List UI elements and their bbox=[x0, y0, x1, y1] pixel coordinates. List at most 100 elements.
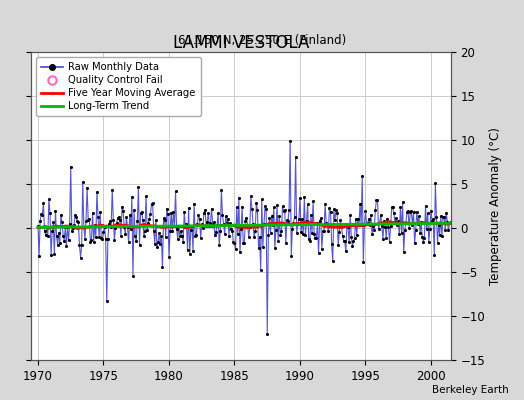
Point bbox=[358, 173, 366, 180]
Point bbox=[363, 221, 371, 227]
Point bbox=[205, 223, 214, 230]
Point bbox=[387, 204, 396, 210]
Point bbox=[238, 204, 246, 210]
Point bbox=[389, 204, 397, 211]
Point bbox=[135, 242, 144, 248]
Point bbox=[116, 217, 124, 224]
Point bbox=[95, 234, 103, 240]
Point bbox=[105, 221, 113, 228]
Point bbox=[54, 230, 63, 236]
Point bbox=[308, 230, 316, 236]
Point bbox=[393, 222, 401, 228]
Point bbox=[146, 211, 155, 218]
Point bbox=[276, 232, 285, 238]
Title: LAMMI VESTOLA: LAMMI VESTOLA bbox=[173, 34, 309, 52]
Text: Berkeley Earth: Berkeley Earth bbox=[432, 385, 508, 395]
Point bbox=[304, 236, 313, 242]
Point bbox=[157, 233, 166, 239]
Point bbox=[406, 209, 414, 215]
Point bbox=[421, 202, 430, 209]
Point bbox=[415, 213, 423, 220]
Point bbox=[264, 231, 272, 238]
Point bbox=[419, 238, 428, 245]
Point bbox=[111, 225, 119, 231]
Point bbox=[288, 226, 297, 232]
Point bbox=[174, 222, 183, 229]
Point bbox=[160, 217, 169, 223]
Point bbox=[108, 187, 116, 193]
Point bbox=[360, 222, 368, 228]
Point bbox=[247, 193, 255, 200]
Point bbox=[71, 212, 79, 218]
Point bbox=[185, 251, 194, 258]
Point bbox=[294, 216, 303, 222]
Point bbox=[286, 138, 294, 144]
Point bbox=[90, 239, 98, 246]
Point bbox=[280, 207, 289, 213]
Point bbox=[251, 228, 259, 234]
Point bbox=[369, 222, 377, 229]
Point bbox=[329, 258, 337, 265]
Point bbox=[216, 227, 224, 234]
Point bbox=[165, 253, 173, 260]
Point bbox=[222, 213, 230, 219]
Point bbox=[46, 210, 54, 216]
Point bbox=[256, 267, 265, 273]
Point bbox=[318, 245, 326, 252]
Point bbox=[347, 234, 355, 240]
Point bbox=[409, 209, 418, 215]
Point bbox=[172, 226, 181, 232]
Point bbox=[202, 223, 210, 229]
Point bbox=[425, 225, 434, 232]
Point bbox=[335, 229, 343, 235]
Point bbox=[302, 218, 311, 224]
Point bbox=[204, 210, 212, 216]
Point bbox=[239, 240, 247, 247]
Point bbox=[420, 234, 429, 241]
Point bbox=[326, 209, 335, 215]
Point bbox=[188, 223, 196, 229]
Point bbox=[368, 231, 376, 238]
Point bbox=[405, 225, 413, 232]
Point bbox=[35, 253, 43, 259]
Point bbox=[236, 249, 244, 255]
Point bbox=[169, 209, 178, 215]
Point bbox=[94, 214, 102, 220]
Point bbox=[68, 228, 76, 234]
Point bbox=[402, 220, 410, 226]
Point bbox=[372, 197, 380, 204]
Point bbox=[168, 228, 177, 234]
Point bbox=[92, 234, 100, 240]
Point bbox=[83, 184, 91, 191]
Point bbox=[39, 200, 48, 206]
Text: 61.150 N, 25.250 E (Finland): 61.150 N, 25.250 E (Finland) bbox=[178, 34, 346, 47]
Point bbox=[314, 250, 323, 256]
Point bbox=[57, 212, 65, 218]
Point bbox=[246, 224, 254, 230]
Point bbox=[155, 230, 163, 237]
Point bbox=[122, 213, 130, 220]
Point bbox=[125, 212, 134, 218]
Point bbox=[322, 220, 330, 226]
Point bbox=[332, 206, 340, 213]
Point bbox=[119, 208, 127, 214]
Point bbox=[353, 232, 361, 238]
Point bbox=[163, 211, 172, 218]
Point bbox=[191, 232, 199, 239]
Point bbox=[279, 208, 288, 214]
Point bbox=[341, 238, 349, 245]
Point bbox=[272, 226, 280, 233]
Point bbox=[391, 219, 399, 226]
Point bbox=[130, 207, 138, 214]
Point bbox=[131, 233, 139, 239]
Point bbox=[262, 206, 270, 212]
Point bbox=[267, 213, 276, 219]
Point bbox=[132, 238, 140, 245]
Point bbox=[315, 218, 324, 224]
Point bbox=[49, 219, 58, 225]
Point bbox=[261, 203, 269, 209]
Point bbox=[396, 204, 405, 210]
Point bbox=[321, 201, 329, 207]
Point bbox=[89, 210, 97, 216]
Point bbox=[450, 222, 458, 229]
